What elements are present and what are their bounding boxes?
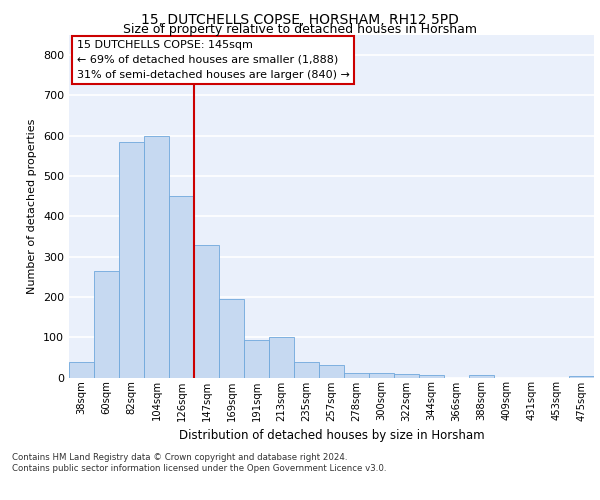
Bar [69,362,94,378]
Bar [569,376,594,378]
Text: Contains public sector information licensed under the Open Government Licence v3: Contains public sector information licen… [12,464,386,473]
Bar [219,299,244,378]
Bar [169,196,194,378]
Bar [269,337,294,378]
Bar [419,376,444,378]
Y-axis label: Number of detached properties: Number of detached properties [28,118,37,294]
Bar [194,244,219,378]
Bar [344,372,369,378]
Bar [94,270,119,378]
Bar [119,142,144,378]
Text: Contains HM Land Registry data © Crown copyright and database right 2024.: Contains HM Land Registry data © Crown c… [12,452,347,462]
Bar [369,374,394,378]
Text: Size of property relative to detached houses in Horsham: Size of property relative to detached ho… [123,22,477,36]
Text: 15 DUTCHELLS COPSE: 145sqm
← 69% of detached houses are smaller (1,888)
31% of s: 15 DUTCHELLS COPSE: 145sqm ← 69% of deta… [77,40,350,80]
Bar [294,362,319,378]
Bar [469,376,494,378]
Bar [244,340,269,378]
Bar [144,136,169,378]
Bar [394,374,419,378]
X-axis label: Distribution of detached houses by size in Horsham: Distribution of detached houses by size … [179,429,484,442]
Text: 15, DUTCHELLS COPSE, HORSHAM, RH12 5PD: 15, DUTCHELLS COPSE, HORSHAM, RH12 5PD [141,12,459,26]
Bar [319,364,344,378]
